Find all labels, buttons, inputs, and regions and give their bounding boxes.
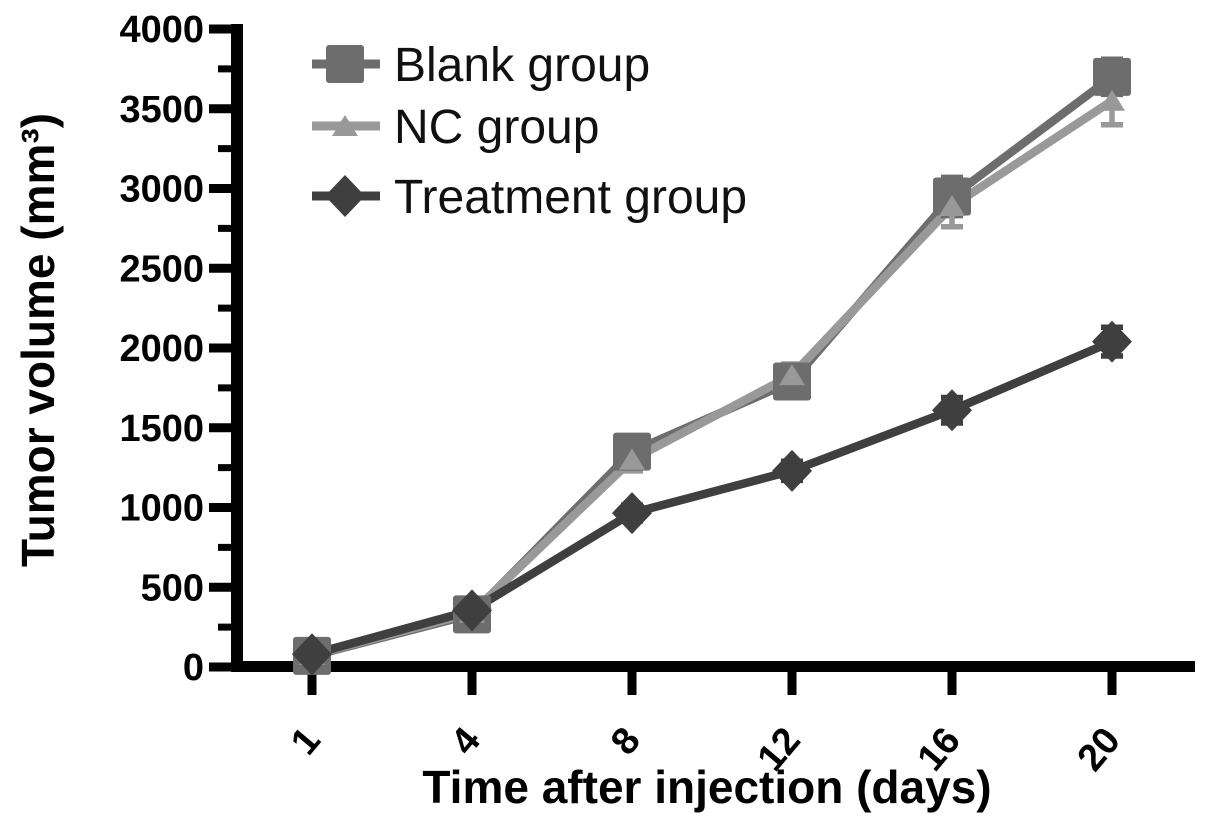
y-major-tick: [209, 662, 231, 672]
legend-label: NC group: [394, 101, 599, 154]
triangle-marker: [619, 448, 645, 470]
y-tick-label: 2000: [119, 328, 204, 370]
y-major-tick: [209, 423, 231, 433]
diamond-marker: [452, 589, 492, 632]
y-major-tick: [209, 263, 231, 273]
legend: Blank group NC group Treatment group: [312, 39, 747, 224]
square-marker: [1093, 57, 1131, 96]
y-major-tick: [209, 343, 231, 353]
diamond-marker: [1092, 320, 1132, 363]
y-tick-label: 3000: [119, 169, 204, 211]
legend-marker-triangle: [332, 115, 358, 136]
y-axis-title: Tumor volume (mm³): [12, 113, 64, 567]
y-minor-tick: [218, 543, 231, 551]
y-minor-tick: [218, 65, 231, 73]
x-tick: [1107, 672, 1117, 695]
x-tick: [307, 672, 317, 695]
series-line: [307, 337, 1117, 659]
x-tick: [627, 672, 637, 695]
y-major-tick: [209, 24, 231, 34]
diamond-marker: [772, 449, 812, 492]
y-minor-tick: [218, 224, 231, 232]
y-tick-label: 1500: [119, 408, 204, 450]
triangle-marker: [779, 364, 805, 386]
triangle-marker: [939, 195, 965, 217]
y-major-tick: [209, 184, 231, 193]
y-tick-label: 500: [141, 567, 204, 609]
x-tick-label: 8: [603, 720, 649, 763]
y-minor-tick: [218, 384, 231, 392]
y-tick-label: 1000: [119, 488, 204, 530]
x-tick-label: 4: [443, 720, 489, 763]
y-minor-tick: [218, 145, 231, 153]
y-tick-label: 4000: [119, 9, 204, 51]
y-axis-line: [231, 24, 243, 672]
triangle-marker: [1099, 89, 1125, 111]
y-minor-tick: [218, 304, 231, 312]
legend-marker-square: [326, 45, 364, 83]
diamond-marker: [612, 492, 652, 535]
diamond-marker: [292, 633, 332, 676]
x-axis-title: Time after injection (days): [422, 761, 991, 813]
y-tick-label: 2500: [119, 248, 204, 290]
legend-marker-diamond: [325, 175, 365, 217]
x-tick: [467, 672, 477, 695]
y-tick-label: 3500: [119, 89, 204, 131]
y-minor-tick: [218, 464, 231, 472]
x-tick-label: 20: [1070, 720, 1129, 779]
series-layer: [292, 56, 1132, 676]
y-major-tick: [209, 503, 231, 512]
x-tick: [947, 672, 957, 695]
x-axis-line: [231, 661, 1195, 672]
legend-label: Treatment group: [394, 171, 747, 224]
diamond-marker: [932, 389, 972, 432]
y-tick-label: 0: [183, 647, 204, 689]
legend-label: Blank group: [394, 39, 650, 92]
y-major-tick: [209, 582, 231, 592]
x-tick-label: 1: [283, 720, 329, 763]
series-line: [307, 72, 1117, 661]
y-minor-tick: [218, 623, 231, 631]
y-major-tick: [209, 104, 231, 114]
x-tick: [787, 672, 797, 695]
